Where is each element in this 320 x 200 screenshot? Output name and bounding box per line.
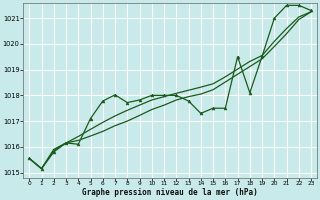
X-axis label: Graphe pression niveau de la mer (hPa): Graphe pression niveau de la mer (hPa)	[82, 188, 258, 197]
